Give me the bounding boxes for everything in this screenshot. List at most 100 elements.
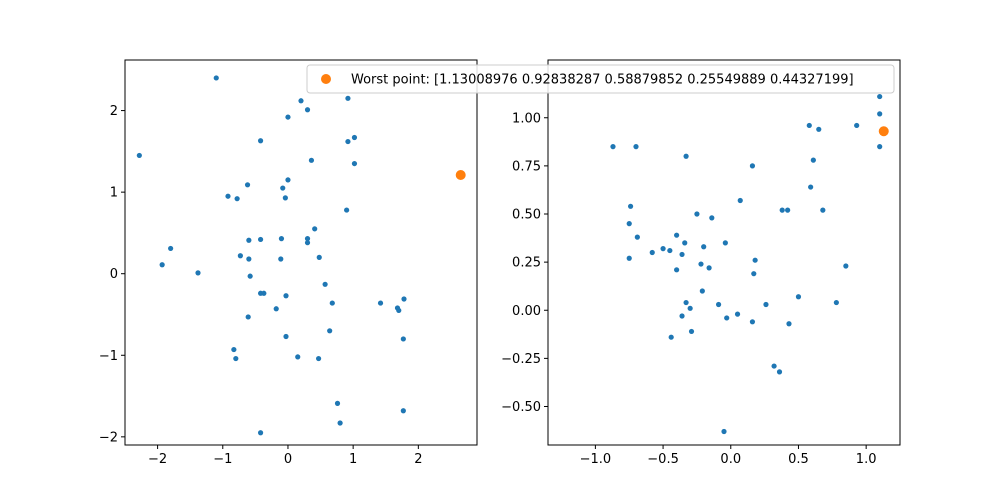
data-point (785, 207, 791, 213)
data-point (688, 328, 695, 335)
x-tick-label: 1 (349, 452, 357, 467)
data-point (715, 301, 722, 308)
y-tick-label: −0.50 (501, 400, 541, 415)
data-point (312, 226, 318, 232)
data-point (278, 236, 285, 242)
data-point (400, 336, 406, 342)
data-point (752, 257, 758, 263)
data-point (329, 300, 335, 306)
x-tick-label: −0.5 (647, 452, 679, 467)
data-point (854, 122, 860, 129)
data-point (295, 354, 301, 360)
data-point (246, 256, 252, 262)
data-point (337, 420, 343, 426)
x-tick-label: −1.0 (580, 452, 612, 467)
data-point (751, 271, 757, 277)
data-point (674, 267, 680, 273)
data-point (396, 307, 402, 314)
data-point (401, 296, 407, 302)
data-point (749, 163, 756, 169)
data-point (610, 144, 616, 150)
data-point (257, 236, 264, 243)
data-point (257, 138, 264, 144)
data-point (737, 197, 743, 204)
data-point (351, 160, 358, 167)
data-point (810, 157, 816, 163)
data-point (674, 232, 680, 238)
worst-point-marker (878, 126, 889, 137)
data-point (280, 185, 286, 191)
y-tick-label: 1.00 (512, 111, 541, 126)
data-point (247, 273, 253, 279)
data-point (843, 263, 849, 269)
data-point (763, 301, 769, 308)
data-point (877, 93, 883, 100)
data-point (327, 328, 333, 334)
data-point (722, 240, 728, 246)
data-point (749, 319, 756, 325)
data-point (304, 236, 311, 242)
data-point (627, 203, 634, 209)
data-point (231, 346, 237, 353)
data-point (345, 95, 351, 101)
data-point (699, 288, 705, 294)
data-point (283, 293, 289, 299)
x-tick-label: −2 (148, 452, 167, 467)
y-tick-label: 0.00 (512, 304, 541, 319)
x-tick-label: 0.0 (720, 452, 741, 467)
data-point (877, 111, 883, 117)
data-point (721, 428, 727, 435)
worst-point-marker (455, 170, 466, 181)
data-point (285, 177, 291, 183)
data-point (668, 334, 674, 340)
data-point (706, 265, 712, 271)
data-point (634, 234, 640, 240)
data-point (877, 144, 883, 150)
y-tick-label: 2 (110, 104, 118, 119)
data-point (701, 244, 707, 250)
data-point (195, 270, 201, 276)
subplot-left: −2 −1 0 1 2 −2 −1 0 1 2 (99, 59, 478, 467)
data-point (820, 207, 826, 213)
data-point (282, 195, 288, 201)
x-tick-label: −1 (213, 452, 232, 467)
data-point (400, 408, 406, 414)
data-point (345, 138, 351, 145)
data-point (667, 247, 673, 254)
data-point (213, 75, 219, 81)
data-point (683, 153, 689, 159)
y-tick-label: 0.25 (512, 256, 541, 271)
data-point (278, 256, 284, 262)
data-point (285, 114, 291, 120)
x-tick-label: 0 (284, 452, 292, 467)
data-point (308, 157, 315, 163)
data-point (816, 126, 822, 132)
y-tick-label: 0.50 (512, 208, 541, 223)
data-point (233, 355, 239, 362)
x-tick-label: 2 (414, 452, 422, 467)
data-point (679, 251, 685, 258)
data-point (377, 300, 384, 306)
legend-box (306, 64, 895, 94)
axes-frame (547, 59, 901, 446)
data-point (322, 281, 328, 287)
data-point (316, 355, 322, 362)
data-point (136, 152, 142, 159)
data-point (649, 249, 655, 256)
y-tick-label: −2 (99, 430, 118, 445)
legend: Worst point: [1.13008976 0.92838287 0.58… (306, 64, 895, 94)
data-point (304, 240, 311, 246)
x-tick-label: 0.5 (788, 452, 809, 467)
data-point (806, 122, 812, 129)
data-point (168, 245, 174, 252)
y-tick-label: 1 (110, 186, 118, 201)
data-point (682, 240, 688, 246)
legend-label: Worst point: [1.13008976 0.92838287 0.58… (351, 73, 854, 88)
legend-marker (321, 74, 331, 84)
data-point (808, 184, 814, 190)
data-point (304, 107, 311, 113)
data-point (298, 98, 304, 104)
y-tick-label: −1 (99, 349, 118, 364)
data-point (244, 182, 251, 188)
